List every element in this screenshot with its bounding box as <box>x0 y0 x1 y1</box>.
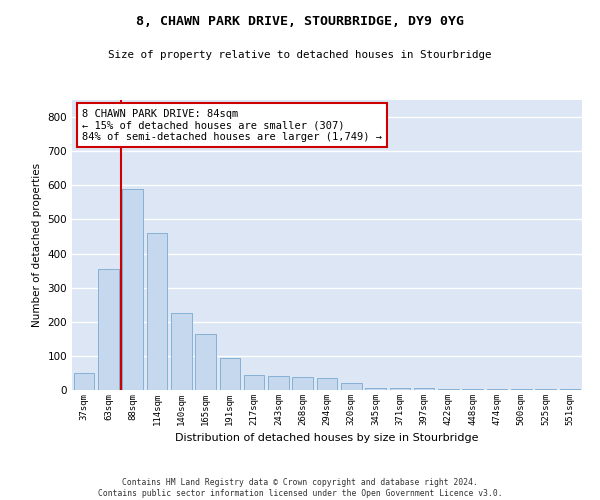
Bar <box>74 373 94 390</box>
Bar <box>146 233 167 390</box>
Bar <box>171 313 191 390</box>
Bar <box>220 358 240 390</box>
Bar <box>98 269 119 390</box>
Bar <box>244 374 265 390</box>
Bar <box>389 388 410 390</box>
X-axis label: Distribution of detached houses by size in Stourbridge: Distribution of detached houses by size … <box>175 434 479 444</box>
Bar <box>341 383 362 390</box>
Text: 8, CHAWN PARK DRIVE, STOURBRIDGE, DY9 0YG: 8, CHAWN PARK DRIVE, STOURBRIDGE, DY9 0Y… <box>136 15 464 28</box>
Text: Size of property relative to detached houses in Stourbridge: Size of property relative to detached ho… <box>108 50 492 60</box>
Bar <box>292 378 313 390</box>
Bar <box>317 378 337 390</box>
Bar <box>414 388 434 390</box>
Text: Contains HM Land Registry data © Crown copyright and database right 2024.
Contai: Contains HM Land Registry data © Crown c… <box>98 478 502 498</box>
Bar <box>122 188 143 390</box>
Bar <box>268 376 289 390</box>
Bar <box>365 388 386 390</box>
Bar <box>195 334 216 390</box>
Y-axis label: Number of detached properties: Number of detached properties <box>32 163 42 327</box>
Text: 8 CHAWN PARK DRIVE: 84sqm
← 15% of detached houses are smaller (307)
84% of semi: 8 CHAWN PARK DRIVE: 84sqm ← 15% of detac… <box>82 108 382 142</box>
